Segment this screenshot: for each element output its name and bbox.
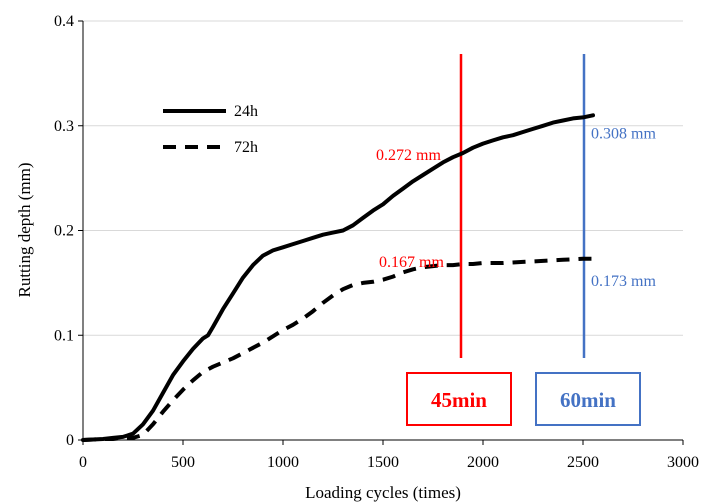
annotation-0: 0.272 mm	[376, 147, 441, 164]
y-tick-label-0: 0	[66, 432, 74, 449]
tick-labels: 0 0.1 0.2 0.3 0.4 0 500 1000 1500 2000 2500 3000	[54, 13, 699, 471]
marker-label-60min: 60min	[560, 388, 616, 412]
marker-box-45min	[406, 372, 512, 426]
legend: 24h 72h	[163, 103, 258, 156]
x-tick-label-4: 2000	[467, 454, 499, 471]
annotation-3: 0.173 mm	[591, 273, 656, 290]
marker-label-45min: 45min	[431, 388, 487, 412]
y-tick-label-4: 0.4	[54, 13, 74, 30]
legend-label-72h: 72h	[234, 139, 258, 156]
legend-label-24h: 24h	[234, 103, 258, 120]
marker-box-60min	[535, 372, 641, 426]
y-tick-label-3: 0.3	[54, 118, 74, 135]
x-tick-label-3: 1500	[367, 454, 399, 471]
x-tick-label-5: 2500	[567, 454, 599, 471]
series-line-72h	[82, 256, 593, 442]
x-tick-label-2: 1000	[267, 454, 299, 471]
x-tick-label-0: 0	[79, 454, 87, 471]
y-axis-title: Rutting depth (mm)	[15, 162, 34, 297]
value-annotations: 0.272 mm 0.167 mm 0.308 mm 0.173 mm	[376, 125, 656, 289]
data-series	[81, 113, 595, 442]
x-tick-label-1: 500	[171, 454, 195, 471]
time-markers: 45min 60min	[406, 54, 641, 426]
annotation-1: 0.167 mm	[379, 254, 444, 271]
y-tick-label-1: 0.1	[54, 327, 74, 344]
x-tick-label-6: 3000	[667, 454, 699, 471]
y-tick-label-2: 0.2	[54, 223, 74, 240]
x-axis-title: Loading cycles (times)	[305, 483, 461, 502]
series-line-24h	[81, 113, 595, 442]
annotation-2: 0.308 mm	[591, 125, 656, 142]
